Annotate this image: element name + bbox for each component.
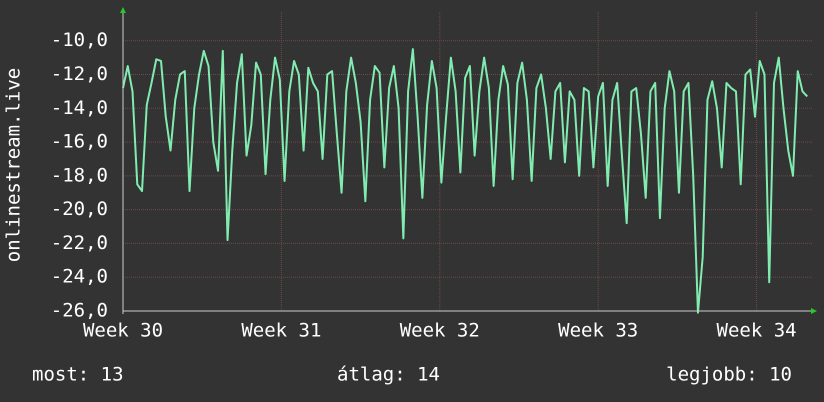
y-axis-arrow [120,7,126,13]
y-tick-label: -12,0 [51,63,108,85]
plot [122,48,808,314]
data-line [122,48,808,314]
footer-best: legjobb: 10 [666,364,792,386]
y-tick-label: -26,0 [51,300,108,322]
x-axis-arrow [811,308,817,314]
y-tick-label: -18,0 [51,164,108,186]
y-tick-label: -10,0 [51,29,108,51]
y-tick-label: -24,0 [51,266,108,288]
y-tick-label: -16,0 [51,131,108,153]
y-tick-label: -20,0 [51,198,108,220]
y-axis-title: onlinestream.live [3,68,25,262]
x-tick-label: Week 32 [400,320,480,342]
grid [122,12,812,312]
footer-average: átlag: 14 [337,364,440,386]
x-tick-label: Week 30 [83,320,163,342]
x-tick-label: Week 33 [558,320,638,342]
y-tick-label: -14,0 [51,97,108,119]
x-tick-label: Week 34 [717,320,797,342]
x-tick-label: Week 31 [241,320,321,342]
footer-current: most: 13 [32,364,124,386]
y-tick-label: -22,0 [51,232,108,254]
